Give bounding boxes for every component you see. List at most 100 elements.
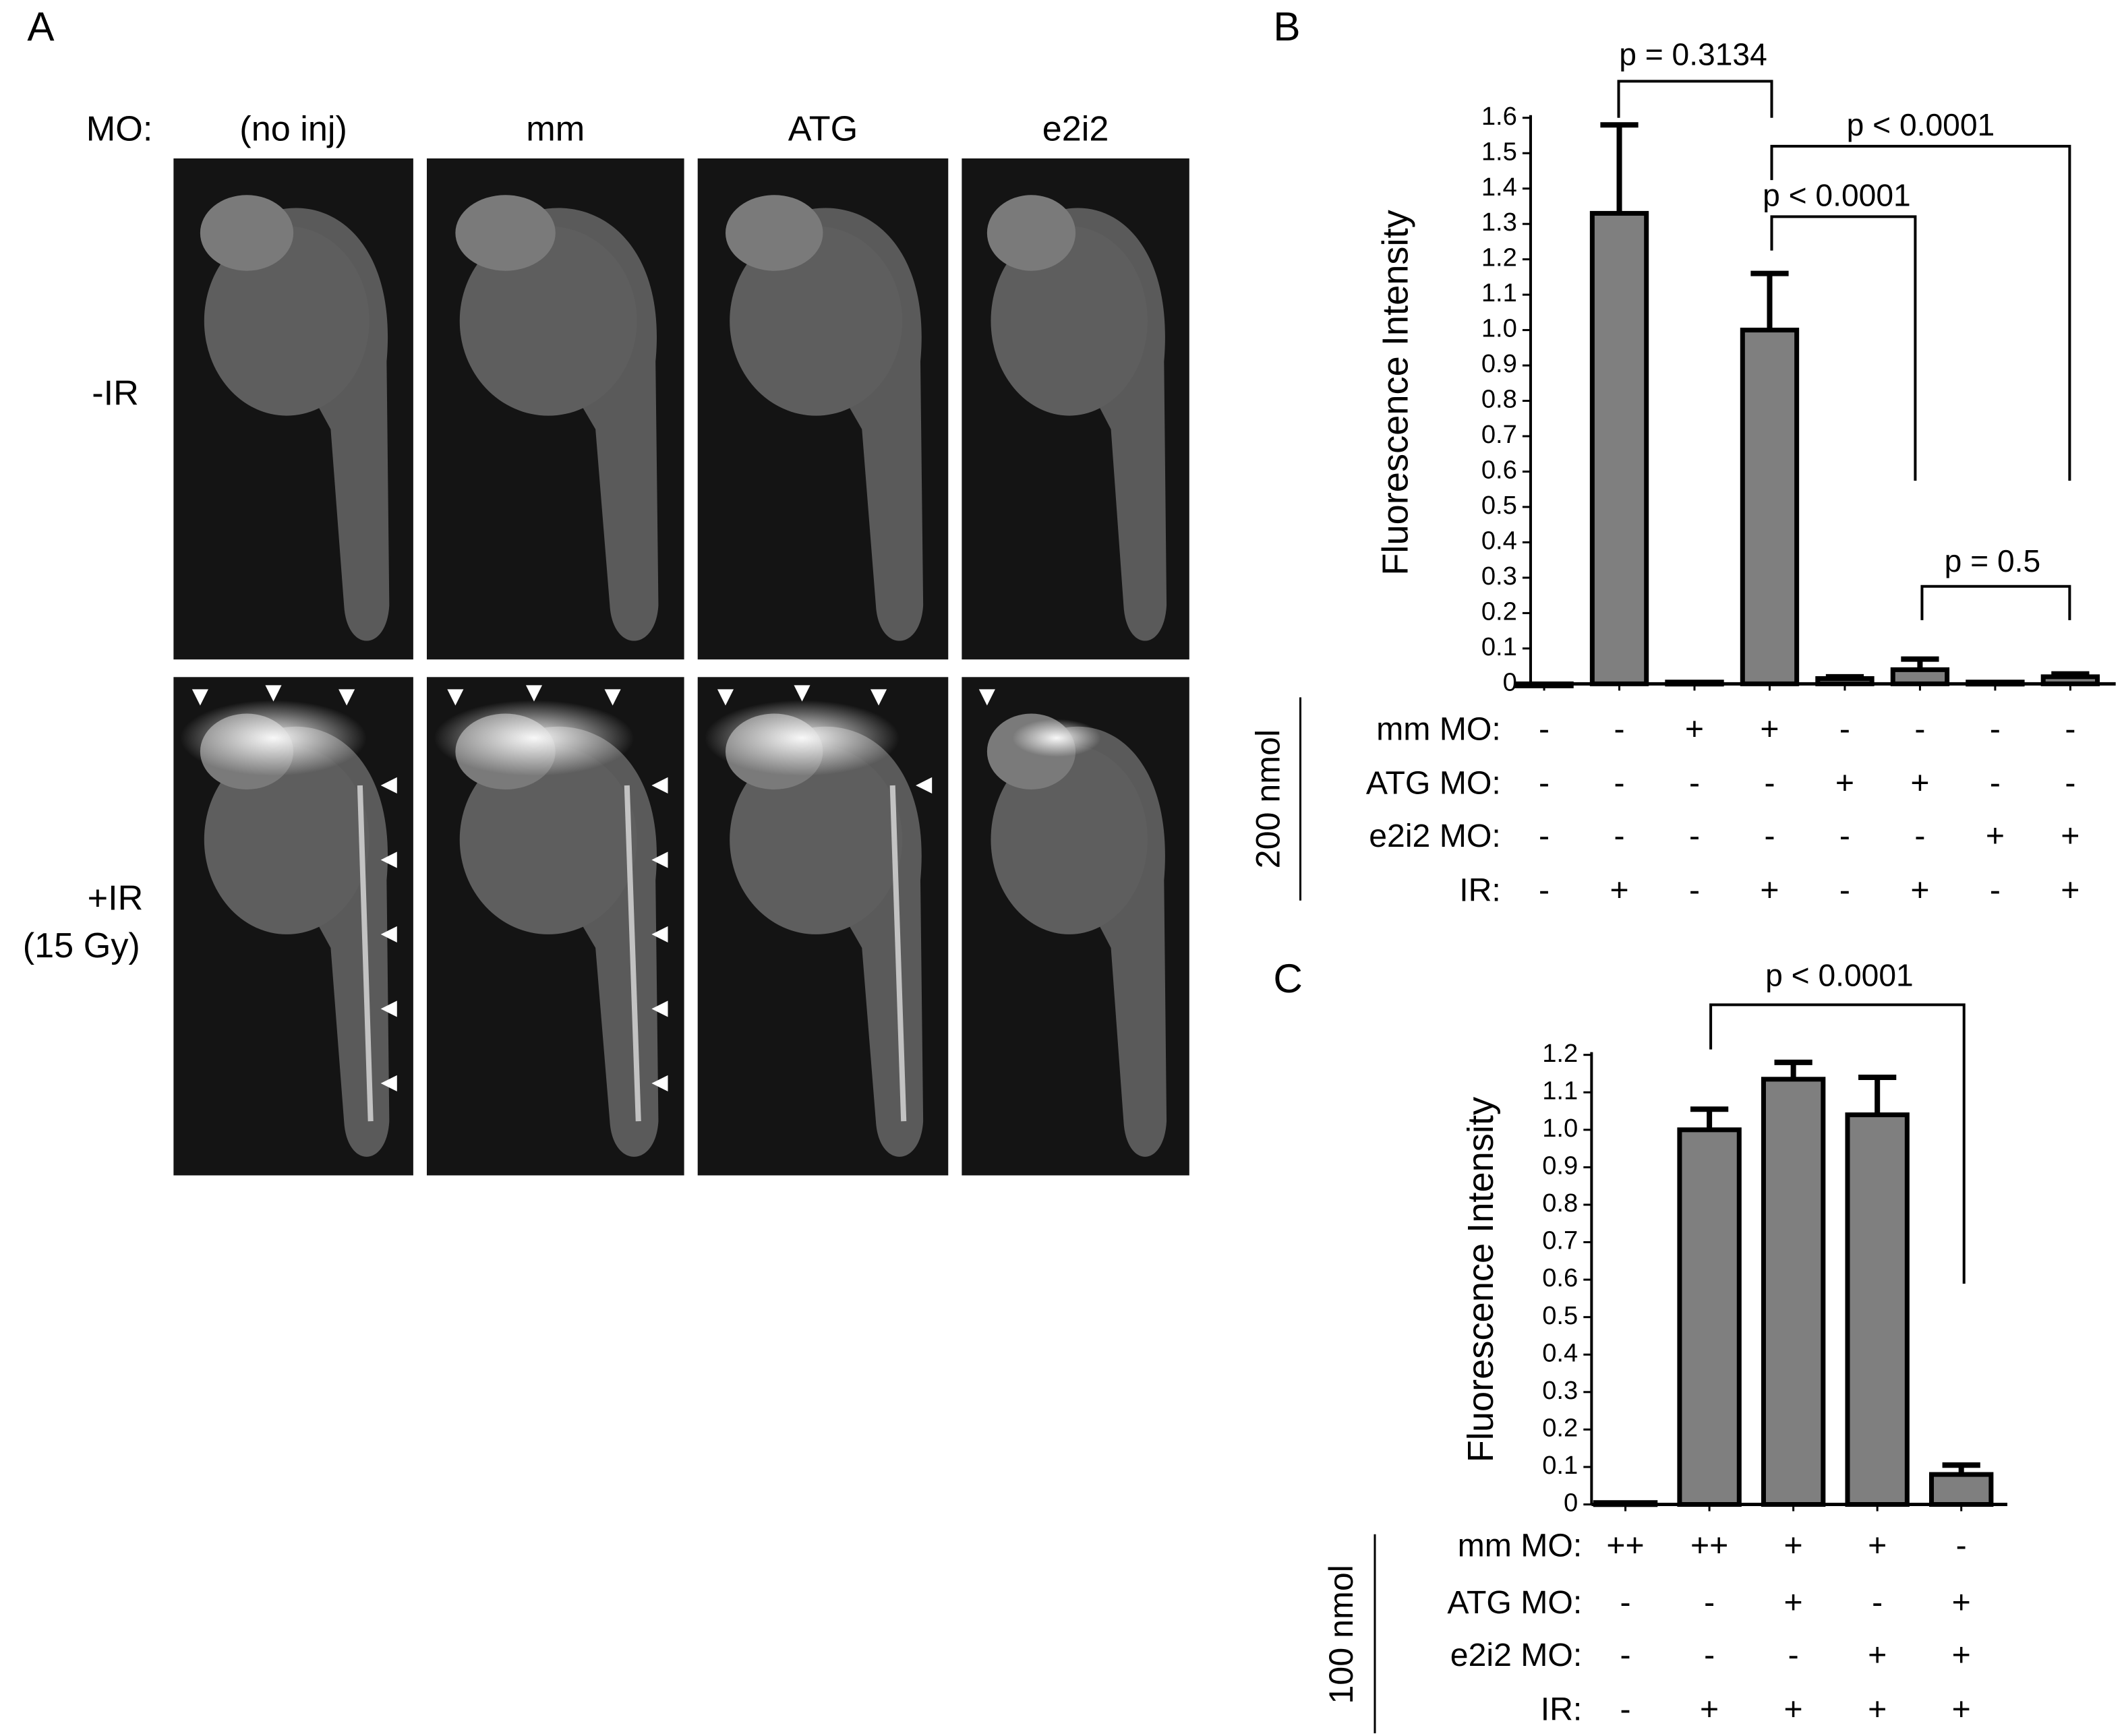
condition-mark: + xyxy=(1910,765,1929,802)
y-tick-label: 0 xyxy=(1564,1489,1578,1518)
condition-mark: ++ xyxy=(1606,1528,1644,1564)
condition-mark: - xyxy=(1839,818,1850,854)
panel-label: B xyxy=(1273,3,1300,49)
arrowhead xyxy=(604,689,621,706)
y-tick-label: 1.5 xyxy=(1481,137,1517,166)
condition-mark: - xyxy=(1539,711,1550,747)
condition-mark: - xyxy=(1539,872,1550,908)
condition-mark: + xyxy=(1784,1528,1803,1564)
condition-mark: + xyxy=(1868,1528,1887,1564)
significance-bracket xyxy=(1709,1003,1966,1284)
condition-mark: - xyxy=(1764,818,1775,854)
y-tick-label: 0.5 xyxy=(1481,491,1517,520)
column-header: (no inj) xyxy=(239,110,347,149)
condition-mark: + xyxy=(2061,872,2079,908)
condition-label: IR: xyxy=(1459,872,1501,908)
arrowhead xyxy=(978,689,995,706)
column-header: ATG xyxy=(788,110,858,149)
y-tick-label: 1.2 xyxy=(1481,243,1517,272)
embryo-head xyxy=(725,195,823,271)
condition-mark: - xyxy=(1689,818,1700,854)
p-value: p = 0.3134 xyxy=(1619,37,1767,72)
y-tick-label: 1.1 xyxy=(1542,1076,1578,1105)
condition-mark: - xyxy=(2065,711,2075,747)
bar xyxy=(1761,1077,1826,1507)
condition-mark: + xyxy=(1760,872,1779,908)
y-tick-label: 0.7 xyxy=(1481,420,1517,449)
condition-mark: - xyxy=(1614,711,1625,747)
y-tick-label: 0.2 xyxy=(1481,597,1517,626)
bar xyxy=(1845,1112,1910,1507)
y-tick-label: 0.6 xyxy=(1542,1263,1578,1292)
condition-mark: - xyxy=(1788,1637,1799,1673)
y-tick-label: 0.1 xyxy=(1481,632,1517,661)
condition-mark: - xyxy=(1620,1692,1631,1728)
signal xyxy=(180,700,367,776)
significance-bracket xyxy=(1770,215,1917,481)
arrowhead xyxy=(265,685,282,702)
y-tick-label: 0.8 xyxy=(1542,1189,1578,1218)
condition-mark: - xyxy=(1620,1637,1631,1673)
arrowhead xyxy=(794,685,810,702)
significance-bracket xyxy=(1920,585,2071,620)
bar xyxy=(1928,1472,1994,1507)
condition-mark: - xyxy=(1704,1637,1715,1673)
condition-mark: + xyxy=(1952,1692,1971,1728)
row-header: MO: xyxy=(86,110,153,149)
signal xyxy=(1012,719,1101,757)
y-tick-label: 0.3 xyxy=(1542,1376,1578,1405)
condition-mark: - xyxy=(1990,872,2001,908)
condition-mark: + xyxy=(1952,1637,1971,1673)
y-tick-label: 0.8 xyxy=(1481,385,1517,414)
y-tick-label: 1.1 xyxy=(1481,278,1517,307)
condition-mark: - xyxy=(1914,711,1925,747)
condition-mark: - xyxy=(1539,818,1550,854)
arrowhead xyxy=(380,777,397,794)
condition-label: IR: xyxy=(1541,1692,1583,1728)
y-tick-label: 0.6 xyxy=(1481,456,1517,485)
arrowhead xyxy=(651,1000,668,1017)
condition-mark: - xyxy=(2065,765,2075,802)
y-axis-label: Fluorescence Intensity xyxy=(1375,210,1415,575)
condition-mark: + xyxy=(1868,1637,1887,1673)
panel-label: A xyxy=(27,3,55,49)
condition-mark: - xyxy=(1620,1584,1631,1621)
embryo-yolk xyxy=(459,226,637,416)
condition-label: e2i2 MO: xyxy=(1450,1637,1583,1673)
condition-label: mm MO: xyxy=(1458,1528,1583,1564)
arrowhead xyxy=(651,851,668,868)
arrowhead xyxy=(651,1075,668,1091)
condition-mark: - xyxy=(1539,765,1550,802)
condition-mark: + xyxy=(1760,711,1779,747)
condition-mark: - xyxy=(1956,1528,1967,1564)
dose-label: 200 nmol xyxy=(1249,729,1287,869)
y-tick-label: 0.1 xyxy=(1542,1451,1578,1480)
condition-mark: + xyxy=(1685,711,1704,747)
arrowhead xyxy=(717,689,734,706)
y-axis-label: Fluorescence Intensity xyxy=(1461,1097,1501,1462)
p-value: p < 0.0001 xyxy=(1847,107,1995,142)
condition-mark: + xyxy=(1868,1692,1887,1728)
condition-label: mm MO: xyxy=(1376,711,1501,747)
condition-mark: - xyxy=(1872,1584,1883,1621)
y-tick-label: 0.9 xyxy=(1542,1151,1578,1180)
condition-mark: - xyxy=(1839,872,1850,908)
y-tick-label: 0.7 xyxy=(1542,1226,1578,1255)
y-tick-label: 0.9 xyxy=(1481,349,1517,378)
condition-mark: + xyxy=(2061,818,2079,854)
arrowhead xyxy=(338,689,355,706)
arrowhead xyxy=(651,777,668,794)
y-tick-label: 1.0 xyxy=(1542,1114,1578,1143)
bar xyxy=(1677,1127,1742,1507)
arrowhead xyxy=(447,689,464,706)
y-tick-label: 0 xyxy=(1503,667,1517,696)
embryo-yolk xyxy=(730,226,903,416)
arrowhead xyxy=(651,926,668,942)
embryo-yolk xyxy=(991,744,1148,934)
condition-mark: - xyxy=(1614,818,1625,854)
p-value: p = 0.5 xyxy=(1945,543,2041,578)
condition-mark: ++ xyxy=(1690,1528,1728,1564)
bar xyxy=(1740,328,1800,686)
